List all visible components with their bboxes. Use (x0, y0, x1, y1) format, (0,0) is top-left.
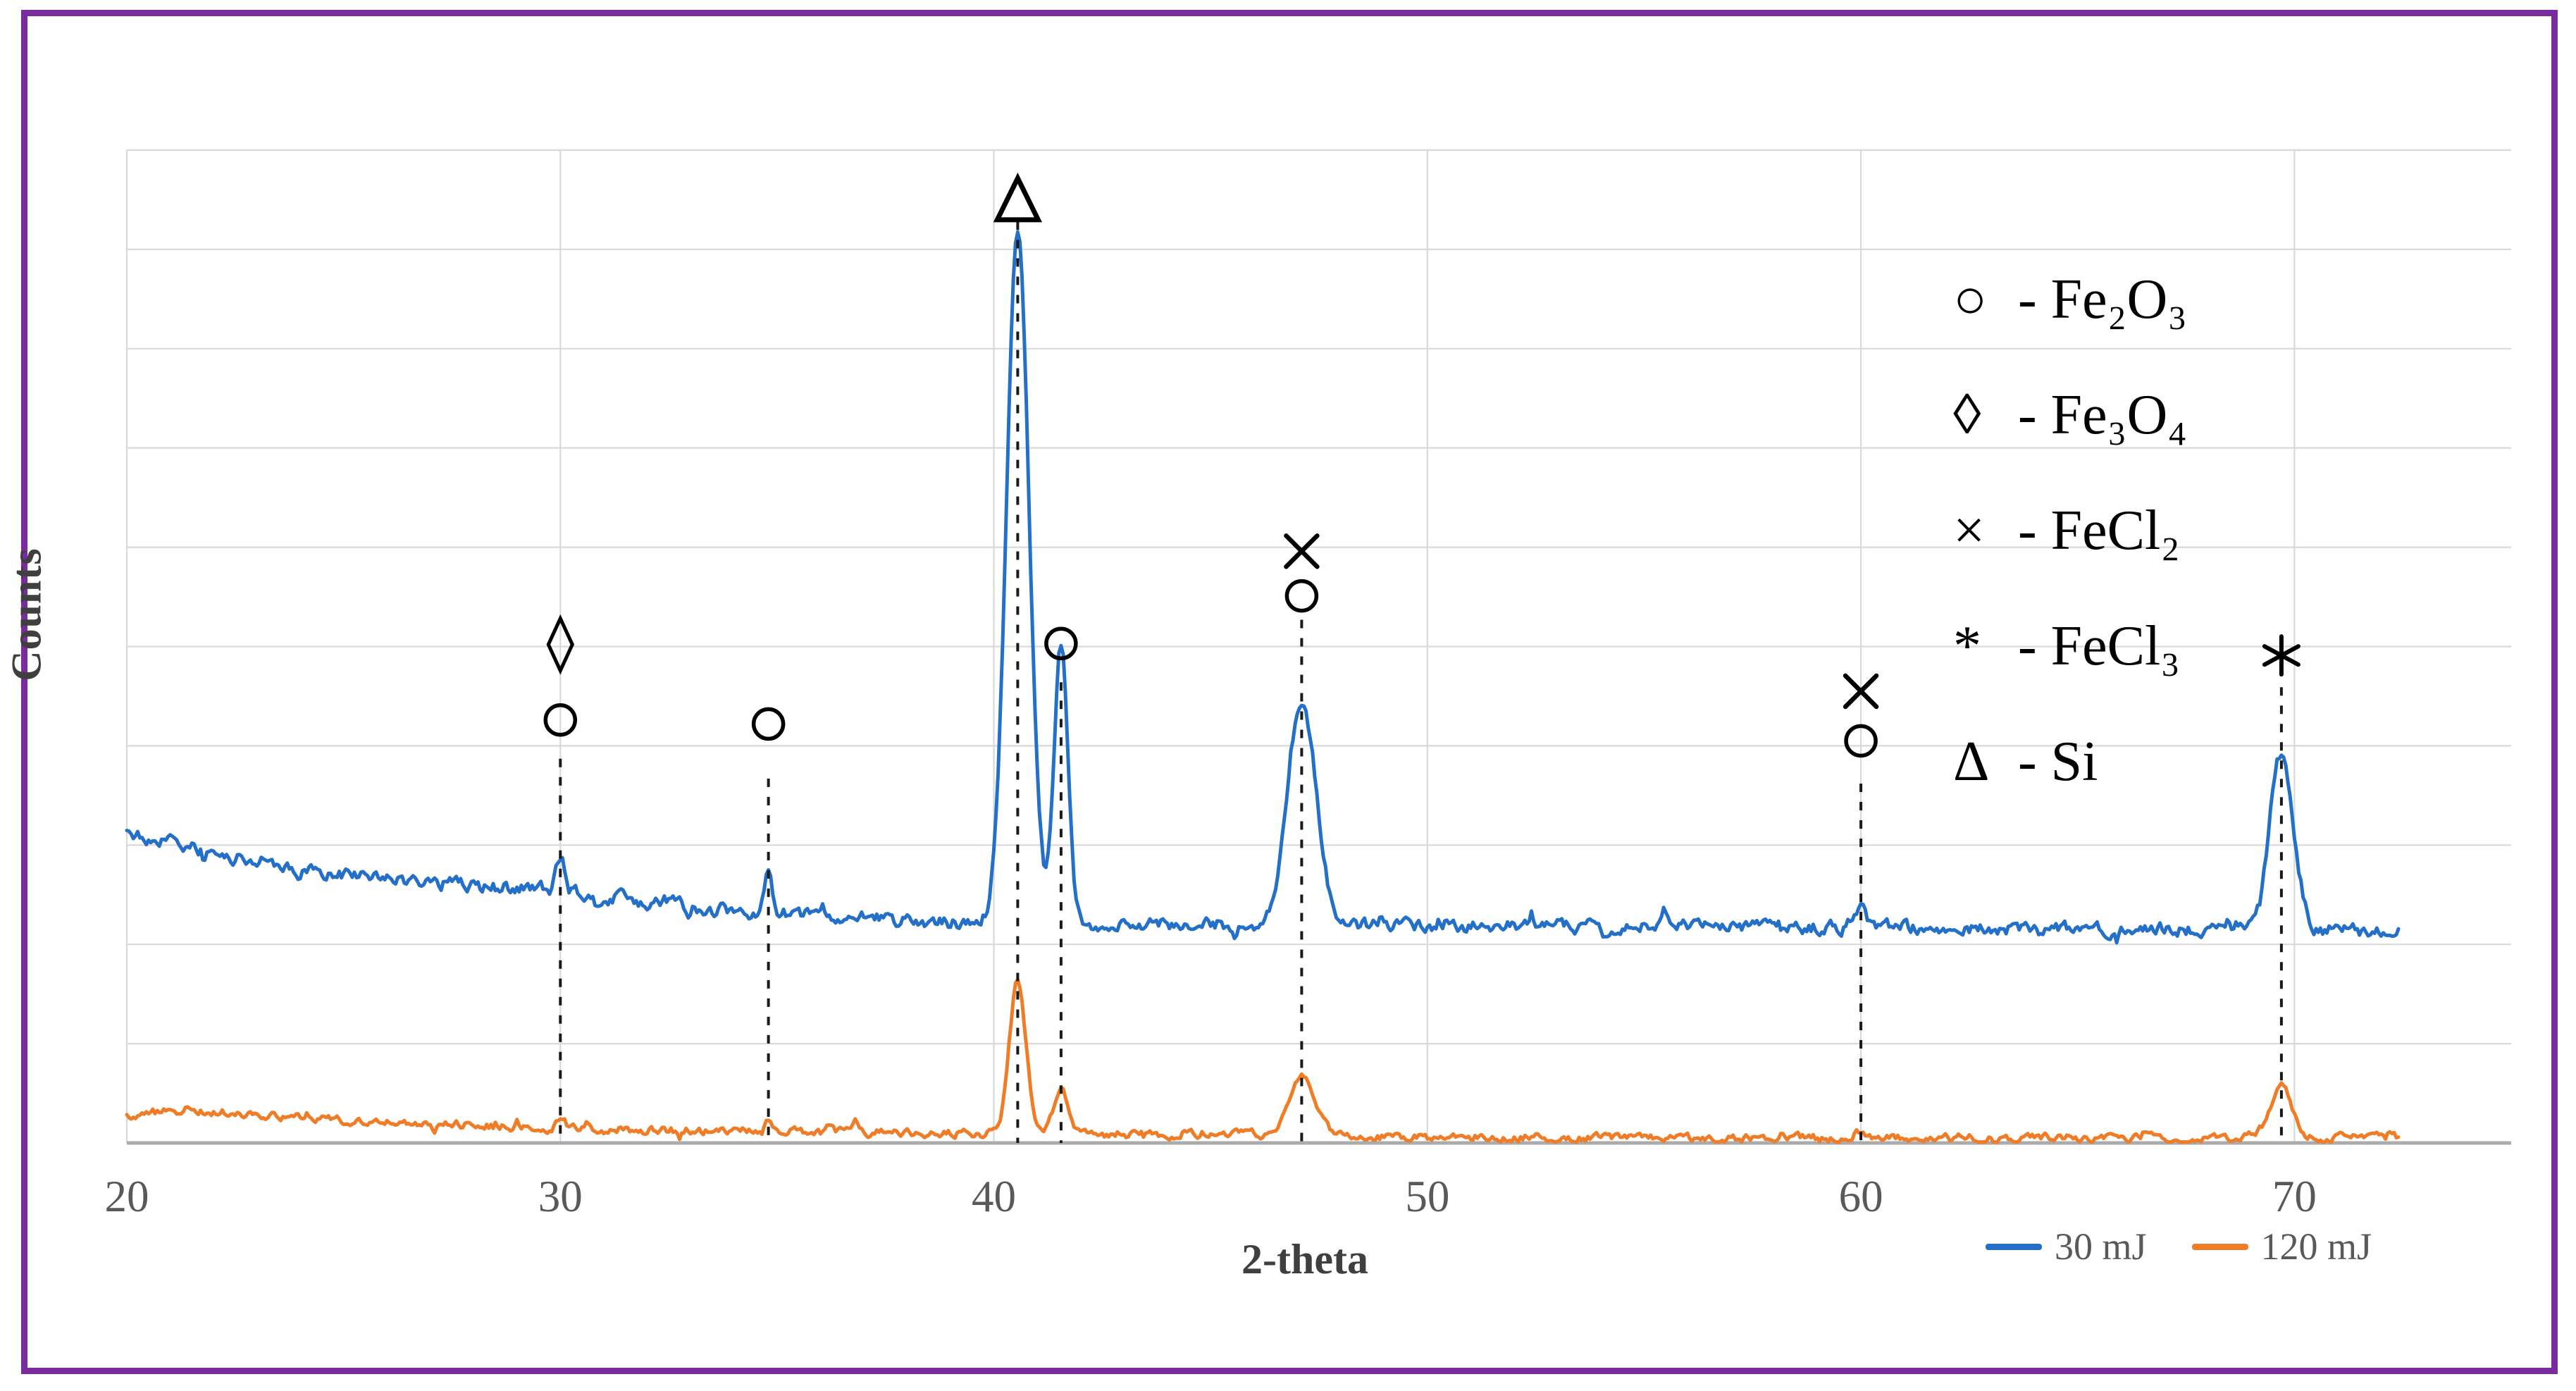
legend-swatch (1986, 1243, 2042, 1250)
series-legend-item: 120 mJ (2191, 1225, 2372, 1268)
phase-symbol-icon: * (1953, 615, 1981, 677)
legend-label: 30 mJ (2055, 1225, 2147, 1268)
phase-symbol-icon: ◊ (1953, 384, 1981, 446)
x-axis-tick-label: 40 (972, 1172, 1017, 1221)
phase-symbol-icon: Δ (1953, 731, 1990, 793)
marker-x-icon (1843, 673, 1879, 710)
marker-circle-icon (543, 703, 578, 737)
marker-diamond-icon (546, 614, 575, 675)
phase-legend-item: ◊ - Fe₃O₄ (1953, 383, 2187, 499)
x-axis-tick-label: 50 (1405, 1172, 1450, 1221)
marker-circle-icon (1044, 626, 1078, 661)
phase-legend-item: × - FeCl₂ (1953, 499, 2187, 614)
phase-label: - FeCl₃ (2018, 615, 2181, 677)
phase-symbol-icon: ○ (1953, 268, 1988, 330)
x-axis-tick-label: 60 (1838, 1172, 1883, 1221)
marker-circle-icon (751, 707, 786, 741)
marker-triangle-icon (993, 172, 1043, 223)
series-line-30mJ (125, 230, 2401, 945)
phase-label: - Fe₃O₄ (2018, 384, 2188, 446)
phase-label: - FeCl₂ (2018, 500, 2181, 562)
x-axis-tick-label: 30 (538, 1172, 583, 1221)
series-legend: 30 mJ 120 mJ (1986, 1225, 2372, 1268)
phase-label: - Fe₂O₃ (2018, 268, 2188, 330)
phase-symbol-icon: × (1953, 500, 1986, 562)
marker-asterisk-icon (2262, 634, 2301, 677)
x-axis-tick-label: 70 (2272, 1172, 2317, 1221)
marker-x-icon (1284, 533, 1320, 569)
phase-label: - Si (2018, 731, 2098, 793)
x-axis-tick-label: 20 (104, 1172, 149, 1221)
legend-swatch (2191, 1243, 2248, 1250)
legend-label: 120 mJ (2260, 1225, 2372, 1268)
phase-legend-item: Δ - Si (1953, 730, 2187, 846)
chart-frame (21, 10, 2558, 1374)
phase-legend-item: * - FeCl₃ (1953, 614, 2187, 730)
x-axis-title: 2-theta (1241, 1236, 1368, 1282)
marker-circle-icon (1284, 579, 1319, 613)
series-line-120mJ (125, 977, 2401, 1144)
phase-legend: ○ - Fe₂O₃ ◊ - Fe₃O₄ × - FeCl₂ * - FeCl₃ Δ - Si (1953, 268, 2187, 846)
marker-circle-icon (1844, 724, 1878, 758)
series-legend-item: 30 mJ (1986, 1225, 2147, 1268)
y-axis-title: Counts (3, 548, 50, 681)
phase-legend-item: ○ - Fe₂O₃ (1953, 268, 2187, 383)
